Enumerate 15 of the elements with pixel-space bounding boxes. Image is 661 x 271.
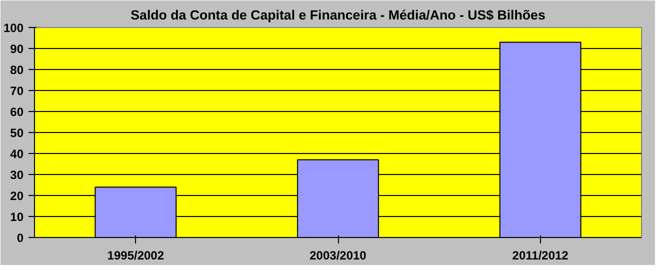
chart-title: Saldo da Conta de Capital e Financeira - Média/Ano - US$ Bilhões — [130, 8, 546, 22]
y-tick-label: 0 — [16, 231, 24, 245]
y-tick-label: 50 — [10, 126, 24, 140]
y-tick-label: 10 — [10, 210, 24, 224]
x-tick-label: 1995/2002 — [107, 248, 164, 262]
y-tick-label: 30 — [10, 168, 24, 182]
y-tick-label: 80 — [10, 63, 24, 77]
x-tick-label: 2003/2010 — [310, 248, 367, 262]
y-tick-label: 40 — [10, 147, 24, 161]
y-tick-label: 90 — [10, 42, 24, 56]
y-tick-label: 100 — [3, 21, 24, 35]
x-tick-label: 2011/2012 — [512, 248, 569, 262]
y-tick-label: 60 — [10, 105, 24, 119]
y-tick-label: 70 — [10, 84, 24, 98]
y-tick-label: 20 — [10, 189, 24, 203]
